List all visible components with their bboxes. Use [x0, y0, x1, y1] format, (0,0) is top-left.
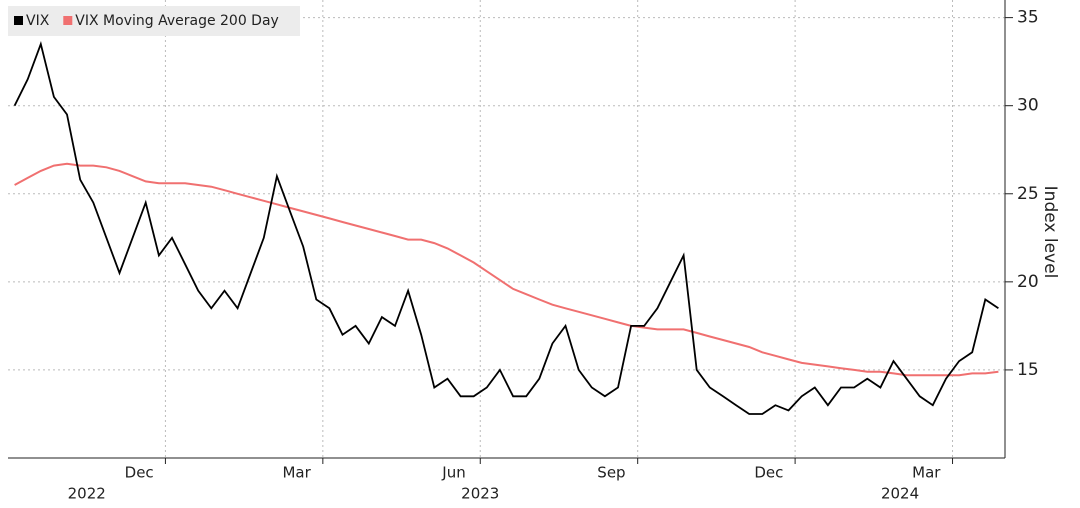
legend-label: VIX [26, 13, 50, 29]
x-tick-label: Sep [597, 464, 625, 482]
x-tick-label: Mar [912, 464, 941, 482]
series-line [13, 40, 999, 415]
year-label: 2022 [68, 485, 106, 503]
legend-label: VIX Moving Average 200 Day [75, 13, 279, 29]
x-tick-label: Jun [441, 464, 465, 482]
legend-swatch [63, 16, 73, 25]
year-label: 2024 [881, 485, 919, 503]
y-tick-label: 30 [1017, 96, 1039, 116]
y-tick-label: 35 [1017, 8, 1039, 28]
y-axis-label: Index level [1040, 186, 1060, 279]
y-tick-label: 25 [1017, 184, 1039, 204]
legend-background [8, 6, 300, 36]
series-line [14, 162, 999, 377]
x-tick-label: Mar [282, 464, 311, 482]
legend: VIX VIX Moving Average 200 Day [8, 6, 300, 36]
y-tick-label: 20 [1017, 272, 1039, 292]
y-tick-label: 15 [1017, 360, 1039, 380]
legend-swatch [14, 16, 23, 25]
x-tick-label: Dec [754, 464, 783, 482]
x-tick-label: Dec [125, 464, 154, 482]
year-label: 2023 [461, 485, 499, 503]
